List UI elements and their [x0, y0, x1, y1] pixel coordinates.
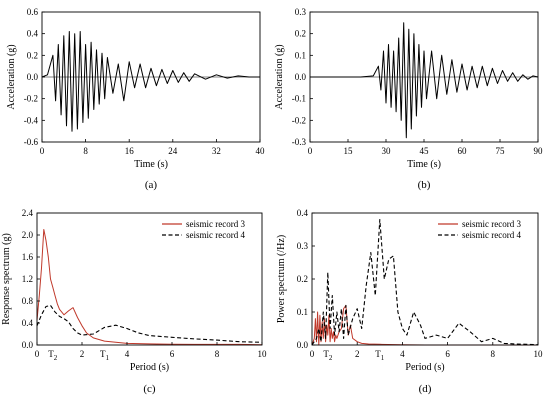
series-line [311, 219, 539, 346]
y-tick-label: 0.3 [295, 7, 307, 17]
series-line [36, 229, 263, 346]
y-tick-label: -0.3 [292, 137, 307, 147]
legend-entry-label: seismic record 4 [462, 230, 521, 240]
y-axis-label: Power spectrum (/Hz) [276, 235, 287, 323]
period-mark-label: T1 [100, 349, 110, 362]
x-tick-label: 40 [256, 146, 266, 156]
chart-panel: 0 15 30 45 60 75 90 -0.3 -0.2 -0.1 0.0 0.1 0.2 0.3 Tim… [274, 7, 543, 191]
y-tick-label: 0.0 [22, 340, 34, 350]
x-tick-label: 16 [125, 146, 135, 156]
series-line [311, 304, 538, 346]
period-mark-subscript: 2 [54, 354, 58, 362]
x-tick-label: 4 [125, 349, 130, 359]
y-axis-label: Response spectrum (g) [1, 233, 12, 325]
x-tick-label: 8 [83, 146, 88, 156]
x-tick-label: 15 [344, 146, 354, 156]
x-tick-label: 6 [170, 349, 175, 359]
legend-entry-label: seismic record 3 [186, 219, 245, 229]
y-tick-label: 0.2 [295, 29, 306, 39]
y-tick-label: 0.3 [297, 241, 309, 251]
y-tick-label: 0.1 [297, 307, 308, 317]
y-tick-label: 2.0 [22, 230, 34, 240]
y-tick-label: -0.4 [24, 115, 39, 125]
x-tick-label: 10 [534, 349, 544, 359]
panel-label: (c) [143, 383, 156, 395]
x-tick-label: 6 [445, 349, 450, 359]
period-mark-subscript: 1 [381, 354, 385, 362]
period-mark-label: T2 [323, 349, 333, 362]
legend-entry-label: seismic record 4 [186, 230, 245, 240]
period-mark-subscript: 1 [106, 354, 110, 362]
y-tick-label: 0.4 [27, 29, 39, 39]
y-tick-label: 1.6 [22, 252, 34, 262]
y-tick-label: 0.6 [27, 7, 39, 17]
y-tick-label: -0.1 [292, 94, 306, 104]
x-tick-label: 2 [80, 349, 85, 359]
chart-panel: 0 2 4 6 8 10 0.0 0.4 0.8 1.2 1.6 2.0 2.4 Period (s) Re… [1, 208, 267, 395]
y-axis-label: Acceleration (g) [274, 44, 285, 109]
x-tick-label: 0 [40, 146, 45, 156]
x-tick-label: 0 [310, 349, 315, 359]
x-axis-label: Time (s) [134, 159, 168, 170]
x-tick-label: 60 [458, 146, 468, 156]
series-line [41, 31, 260, 132]
x-tick-label: 4 [400, 349, 405, 359]
y-tick-label: 1.2 [22, 274, 33, 284]
panel-label: (a) [145, 179, 158, 191]
y-tick-label: 0.2 [297, 274, 308, 284]
y-tick-label: 0.8 [22, 296, 34, 306]
legend-entry-label: seismic record 3 [462, 219, 521, 229]
y-tick-label: -0.2 [292, 115, 306, 125]
x-tick-label: 0 [35, 349, 40, 359]
y-tick-label: -0.6 [24, 137, 39, 147]
x-tick-label: 10 [258, 349, 268, 359]
panel-label: (d) [419, 383, 432, 395]
y-tick-label: -0.2 [24, 94, 38, 104]
x-tick-label: 24 [168, 146, 178, 156]
x-axis-label: Period (s) [130, 362, 169, 373]
x-tick-label: 30 [382, 146, 392, 156]
chart-panel: 0 8 16 24 32 40 -0.6 -0.4 -0.2 0.0 0.2 0.4 0.6 Time (… [6, 7, 265, 191]
y-axis-label: Acceleration (g) [6, 44, 17, 109]
x-axis-label: Time (s) [407, 159, 441, 170]
y-tick-label: 0.4 [297, 208, 309, 218]
x-tick-label: 8 [215, 349, 220, 359]
chart-panel: 0 2 4 6 8 10 0.0 0.1 0.2 0.3 0.4 Period (s) Power sp… [276, 208, 543, 395]
x-tick-label: 8 [491, 349, 496, 359]
x-tick-label: 0 [308, 146, 313, 156]
y-tick-label: 0.4 [22, 318, 34, 328]
x-tick-label: 75 [496, 146, 506, 156]
period-mark-label: T1 [375, 349, 385, 362]
y-tick-label: 0.0 [297, 340, 309, 350]
series-line [36, 304, 263, 343]
x-tick-label: 90 [534, 146, 544, 156]
y-tick-label: 2.4 [22, 208, 34, 218]
x-tick-label: 32 [212, 146, 221, 156]
y-tick-label: 0.2 [27, 50, 38, 60]
x-tick-label: 45 [420, 146, 430, 156]
series-line [310, 22, 539, 139]
period-mark-label: T2 [48, 349, 58, 362]
y-tick-label: 0.0 [295, 72, 307, 82]
x-axis-label: Period (s) [405, 362, 444, 373]
period-mark-subscript: 2 [329, 354, 333, 362]
y-tick-label: 0.0 [27, 72, 39, 82]
panel-label: (b) [418, 179, 431, 191]
y-tick-label: 0.1 [295, 50, 306, 60]
x-tick-label: 2 [355, 349, 360, 359]
